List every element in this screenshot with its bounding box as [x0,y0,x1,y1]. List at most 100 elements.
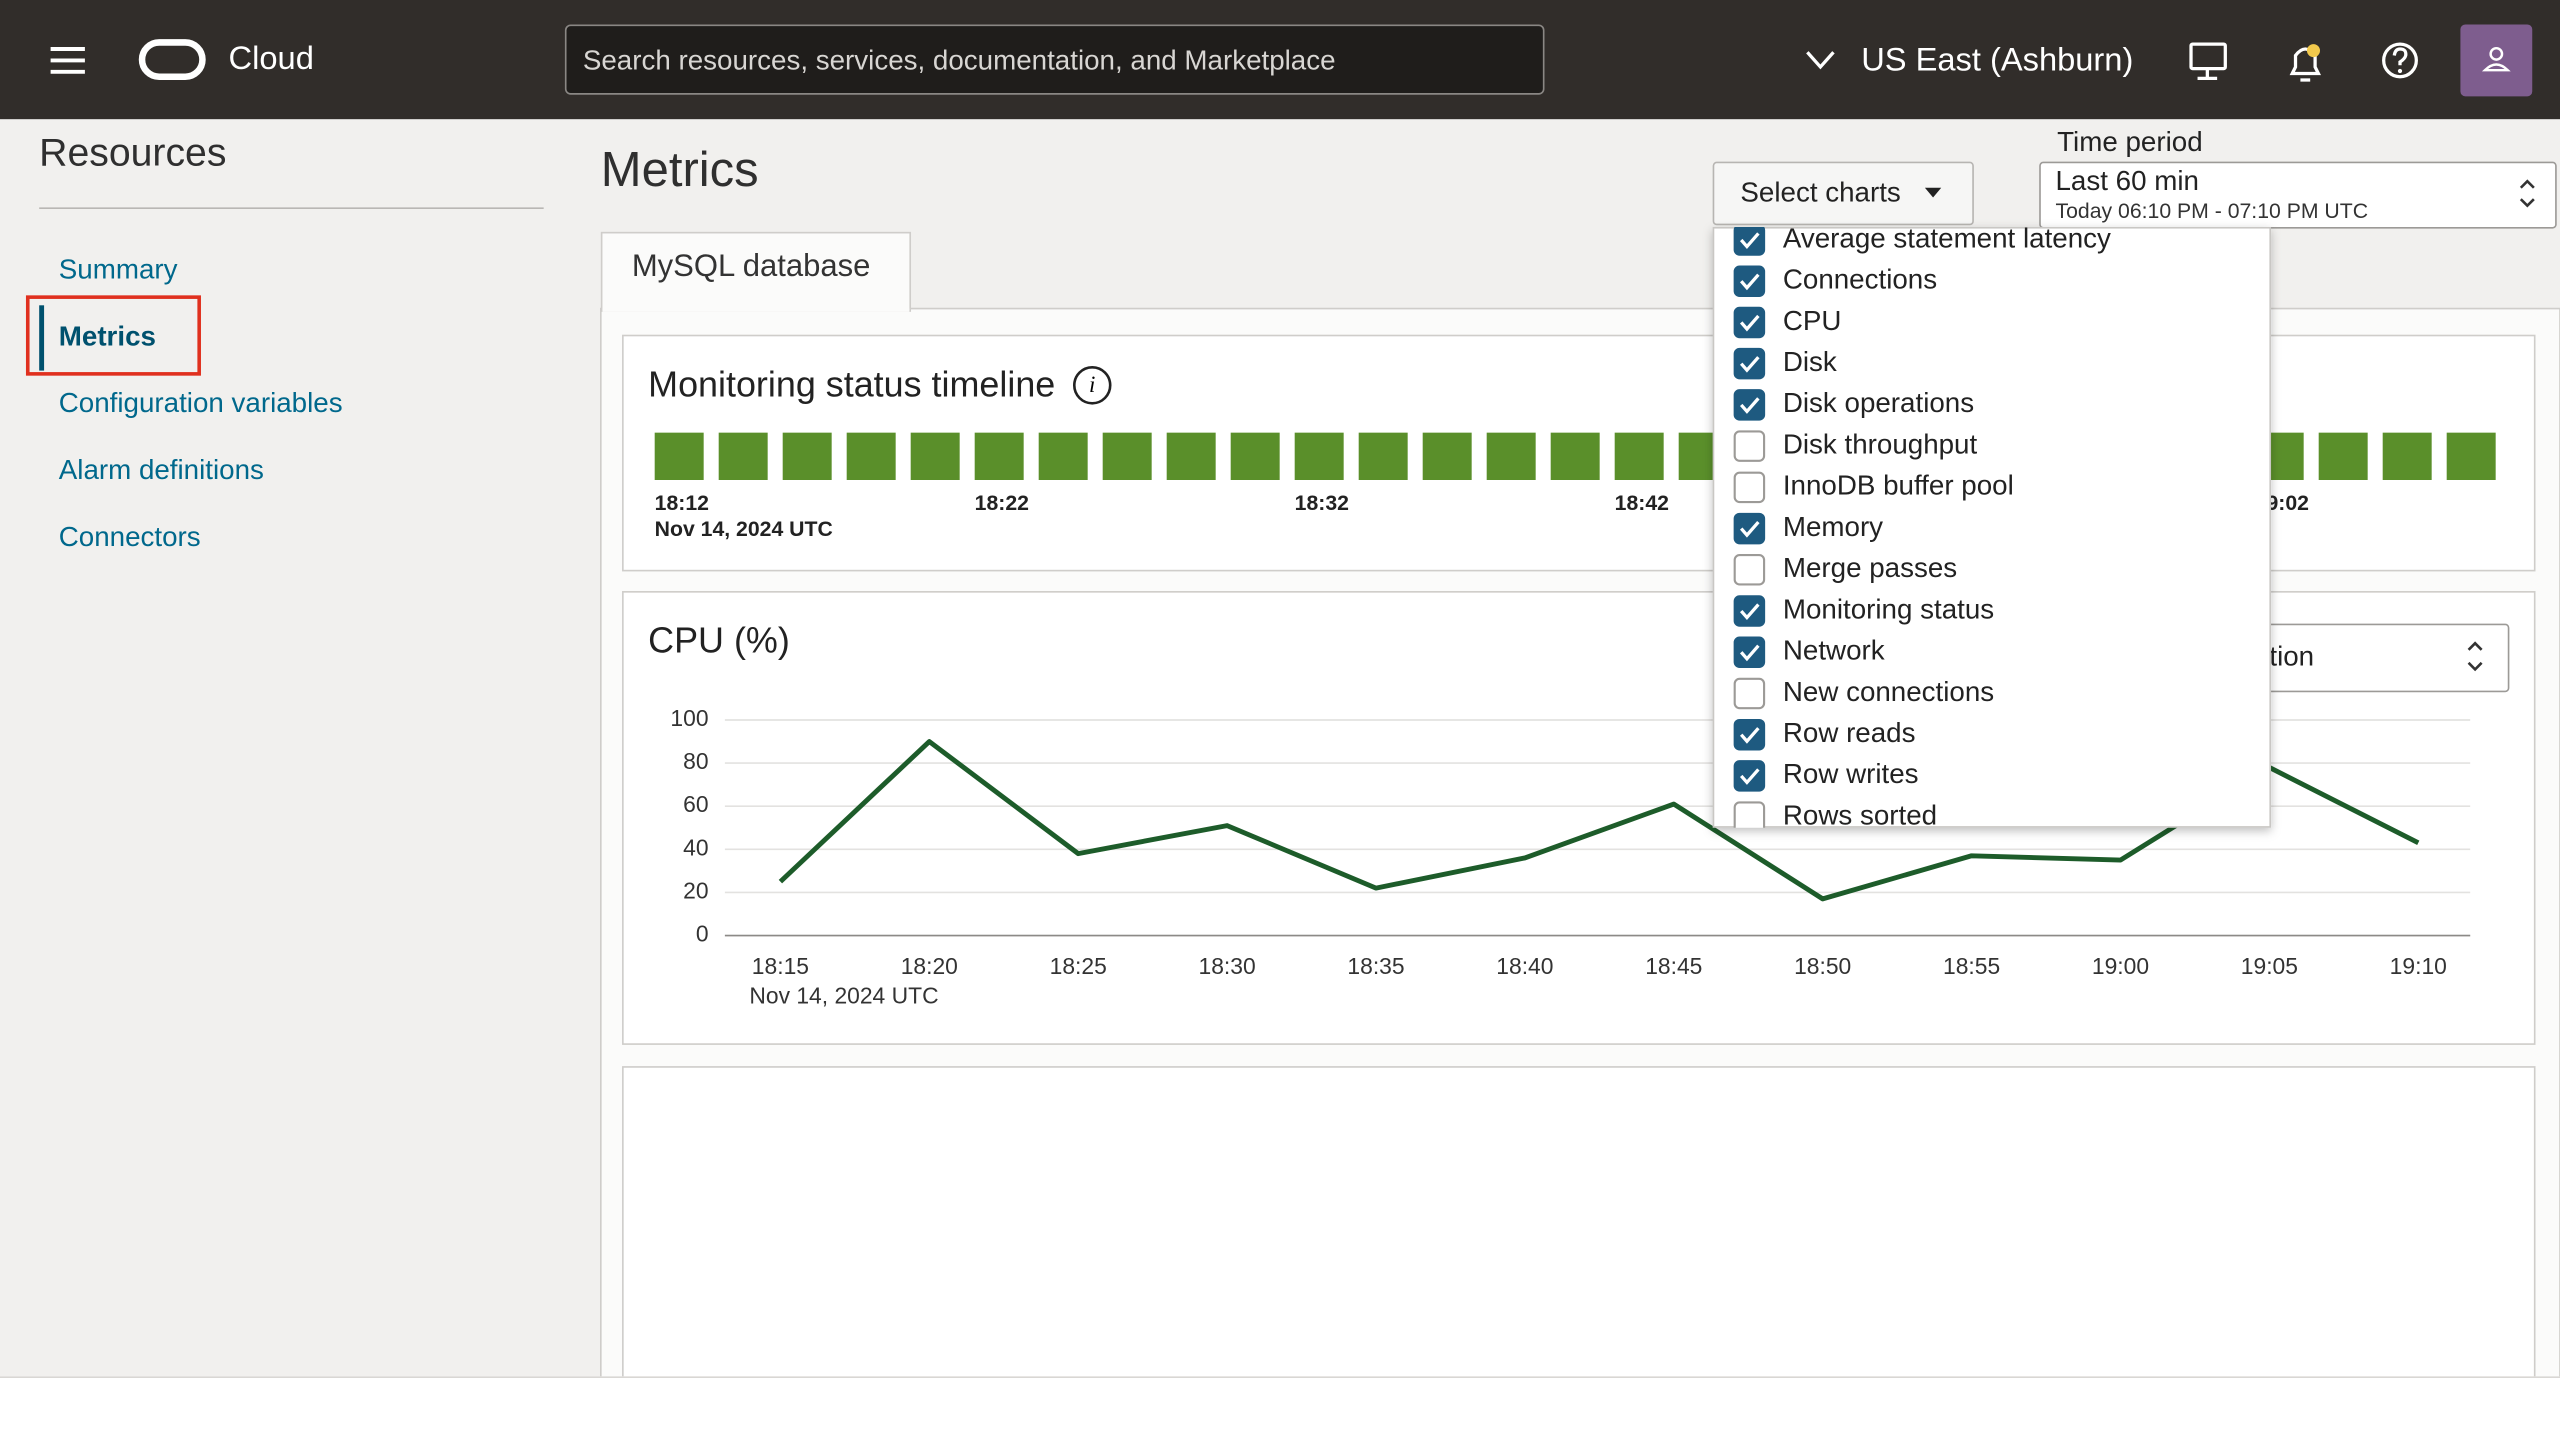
logo[interactable] [138,39,206,80]
select-charts-button[interactable] [1712,161,1974,226]
menu-item-label[interactable]: Row writes [1783,758,1919,789]
checkbox-checked[interactable] [1733,512,1766,545]
checkbox-checked[interactable] [1733,636,1766,669]
menu-item-label[interactable]: New connections [1783,676,1994,707]
x-tick-label: 18:55 [1943,953,2000,979]
menu-item-label[interactable]: Disk throughput [1783,428,1978,459]
timeline-label: 18:22 [975,492,1029,515]
info-icon[interactable]: i [1072,366,1112,405]
status-block [1422,432,1472,480]
status-block [2382,432,2432,480]
timeline-label: 18:32 [1295,492,1349,515]
data-line [778,739,2420,902]
menu-item-label[interactable]: Connections [1783,264,1937,295]
timeline-date: Nov 14, 2024 UTC [655,518,833,541]
status-block [2318,432,2368,480]
sidebar-link[interactable]: Summary [59,253,178,284]
y-tick-label: 0 [696,921,709,947]
menu-item-label[interactable]: Network [1783,635,1885,666]
y-tick-label: 100 [670,705,708,731]
menu-item-label[interactable]: Average statement latency [1783,222,2111,253]
status-block [846,432,896,480]
checkmark [1739,768,1760,785]
y-tick-label: 40 [683,834,708,860]
menu-item-label[interactable]: Row reads [1783,717,1916,748]
checkmark [1739,644,1760,662]
status-block [2446,432,2496,480]
select-arrows [2467,641,2483,672]
status-block [1550,432,1600,480]
status-block [974,432,1024,480]
help-icon[interactable] [2382,42,2418,79]
menu-item-label[interactable]: Monitoring status [1783,593,1994,624]
status-block [1038,432,1088,480]
status-block [718,432,768,480]
cloud-shell-icon[interactable] [2189,42,2227,80]
x-tick-label: 18:35 [1347,953,1404,979]
status-block [1358,432,1408,480]
status-block [1486,432,1536,480]
y-tick-label: 20 [683,877,708,903]
checkbox[interactable] [1733,554,1766,586]
menu-item-label[interactable]: Disk operations [1783,387,1974,418]
menu-item-label[interactable]: Disk [1783,346,1837,377]
sidebar-title: Resources [39,131,226,174]
select-arrows [2519,179,2535,208]
checkbox[interactable] [1733,677,1766,710]
search-placeholder: Search resources, services, documentatio… [583,44,1336,75]
sidebar-link[interactable]: Metrics [59,320,156,351]
avatar-icon [2481,46,2511,72]
x-tick-label: 18:30 [1199,953,1256,979]
menu-item-label[interactable]: Rows sorted [1783,799,1937,830]
checkbox-checked[interactable] [1733,389,1766,421]
menu-item-label[interactable]: Merge passes [1783,552,1957,583]
brand[interactable]: Cloud [229,39,314,76]
menu-item-label[interactable]: Memory [1783,511,1883,542]
sidebar-link[interactable]: Alarm definitions [59,454,264,485]
time-period-value[interactable]: Last 60 min [2056,165,2199,196]
x-tick-label: 19:00 [2092,953,2149,979]
notifications-icon[interactable] [2289,44,2322,82]
checkbox[interactable] [1733,801,1766,831]
y-tick-label: 60 [683,791,708,817]
select-charts-label[interactable]: Select charts [1740,177,1900,208]
checkbox[interactable] [1733,430,1766,462]
checkmark [1739,397,1760,414]
menu-item-label[interactable]: CPU [1783,305,1842,336]
chart-title: CPU (%) [648,620,790,661]
checkbox-checked[interactable] [1733,347,1766,380]
checkbox-checked[interactable] [1733,718,1766,751]
checkbox[interactable] [1733,471,1766,504]
checkbox-checked[interactable] [1733,760,1766,792]
status-block [1166,432,1216,480]
cpu-select-value[interactable]: tion [2269,640,2314,671]
svg-text:i: i [1089,372,1095,397]
region[interactable]: US East (Ashburn) [1861,41,2133,78]
x-tick-label: 19:10 [2390,953,2447,979]
active-indicator [39,305,45,371]
time-period-select[interactable] [2039,161,2557,229]
checkbox-checked[interactable] [1733,595,1766,627]
checkmark [1739,273,1760,291]
menu-item-label[interactable]: InnoDB buffer pool [1783,470,2014,501]
menu-button[interactable] [50,47,85,74]
region-chevron[interactable] [1806,51,1835,70]
checkmark [1739,603,1760,621]
checkbox-checked[interactable] [1733,306,1766,339]
search-box[interactable] [564,24,1545,95]
checkmark [1739,520,1760,538]
x-tick-label: 18:50 [1794,953,1851,979]
x-tick-label: 18:40 [1496,953,1553,979]
status-block [1230,432,1280,480]
tab-label[interactable]: MySQL database [632,248,870,283]
checkbox-checked[interactable] [1733,265,1766,297]
sidebar-link[interactable]: Connectors [59,521,201,552]
status-block [1294,432,1344,480]
sidebar-link[interactable]: Configuration variables [59,387,343,418]
checkmark [1739,314,1760,332]
checkmark [1739,727,1760,744]
page-title: Metrics [601,143,759,197]
checkbox-checked[interactable] [1733,225,1766,256]
